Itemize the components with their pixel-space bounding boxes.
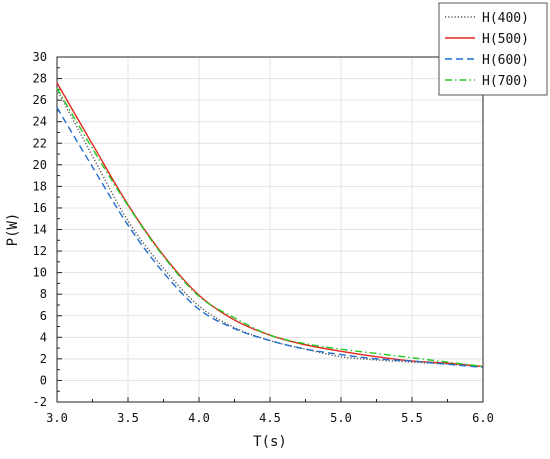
legend-label: H(400) bbox=[482, 11, 529, 26]
y-tick-label: 20 bbox=[33, 158, 47, 172]
y-tick-label: 24 bbox=[33, 115, 47, 129]
axis-ticks: 3.0 3.5 4.0 4.5 5.0 5.5 6.0-202468101214161820… bbox=[33, 50, 494, 425]
x-tick-label: 4.0 bbox=[188, 411, 210, 425]
y-tick-label: 18 bbox=[33, 179, 47, 193]
y-tick-label: 30 bbox=[33, 50, 47, 64]
y-tick-label: -2 bbox=[33, 395, 47, 409]
x-axis-title: T(s) bbox=[253, 434, 287, 450]
y-tick-label: 2 bbox=[40, 352, 47, 366]
x-tick-label: 5.5 bbox=[401, 411, 423, 425]
legend: H(400) H(500) H(600) H(700) bbox=[438, 2, 548, 96]
y-tick-label: 14 bbox=[33, 223, 47, 237]
y-tick-label: 12 bbox=[33, 244, 47, 258]
x-tick-label: 3.0 bbox=[46, 411, 68, 425]
y-tick-label: 4 bbox=[40, 330, 47, 344]
legend-label: H(600) bbox=[482, 53, 529, 68]
y-tick-label: 0 bbox=[40, 373, 47, 387]
legend-label: H(700) bbox=[482, 74, 529, 89]
grid bbox=[57, 57, 483, 402]
y-tick-label: 10 bbox=[33, 266, 47, 280]
y-tick-label: 6 bbox=[40, 309, 47, 323]
y-tick-label: 26 bbox=[33, 93, 47, 107]
x-tick-label: 3.5 bbox=[117, 411, 139, 425]
x-tick-label: 4.5 bbox=[259, 411, 281, 425]
y-tick-label: 28 bbox=[33, 72, 47, 86]
x-tick-label: 6.0 bbox=[472, 411, 494, 425]
y-tick-label: 22 bbox=[33, 136, 47, 150]
y-axis-title: P(W) bbox=[5, 213, 21, 247]
series-lines bbox=[56, 82, 484, 369]
y-tick-label: 8 bbox=[40, 287, 47, 301]
legend-label: H(500) bbox=[482, 32, 529, 47]
legend-box bbox=[438, 2, 548, 96]
series-line-4 bbox=[56, 87, 484, 368]
y-tick-label: 16 bbox=[33, 201, 47, 215]
series-line-3 bbox=[56, 107, 484, 369]
x-tick-label: 5.0 bbox=[330, 411, 352, 425]
